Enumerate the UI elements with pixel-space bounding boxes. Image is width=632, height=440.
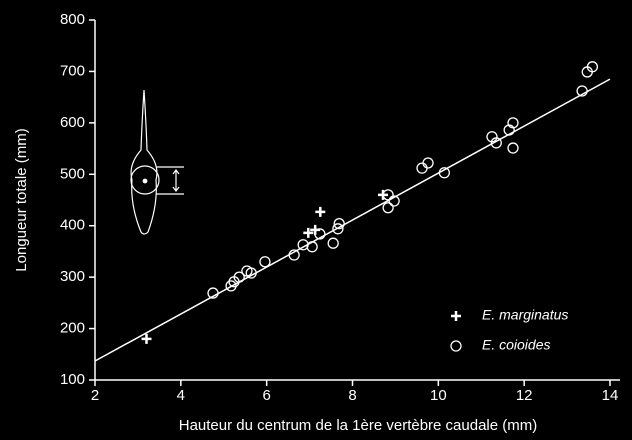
x-tick-label: 2 xyxy=(91,387,99,404)
circle-point xyxy=(382,202,394,214)
y-tick-label: 600 xyxy=(60,114,85,131)
legend-marker xyxy=(450,340,462,352)
circle-point xyxy=(207,287,219,299)
x-tick-label: 8 xyxy=(348,387,356,404)
y-tick-label: 700 xyxy=(60,62,85,79)
circle-point xyxy=(388,195,400,207)
circle-point xyxy=(327,237,339,249)
legend-label: E. coioides xyxy=(482,337,550,353)
circle-point xyxy=(245,267,257,279)
x-tick-label: 6 xyxy=(262,387,270,404)
circle-point xyxy=(332,223,344,235)
x-axis-label: Hauteur du centrum de la 1ère vertèbre c… xyxy=(179,417,538,434)
vertebra-inset xyxy=(130,89,184,235)
plus-point xyxy=(315,206,326,217)
x-tick-label: 10 xyxy=(430,387,447,404)
y-tick-label: 300 xyxy=(60,268,85,285)
circle-point xyxy=(306,241,318,253)
x-tick-label: 14 xyxy=(602,387,619,404)
fit-line xyxy=(94,78,611,362)
circle-point xyxy=(438,167,450,179)
circle-point xyxy=(422,157,434,169)
plus-point xyxy=(303,227,314,238)
y-axis-label: Longueur totale (mm) xyxy=(13,128,30,271)
circle-point xyxy=(259,256,271,268)
circle-point xyxy=(416,162,428,174)
circle-point xyxy=(288,249,300,261)
legend-marker xyxy=(451,311,461,321)
y-tick-label: 200 xyxy=(60,320,85,337)
y-tick-label: 800 xyxy=(60,11,85,28)
y-tick-label: 400 xyxy=(60,217,85,234)
circle-point xyxy=(490,137,502,149)
plus-point xyxy=(141,333,152,344)
y-tick-label: 500 xyxy=(60,165,85,182)
circle-point xyxy=(314,228,326,240)
y-tick-label: 100 xyxy=(60,371,85,388)
circle-point xyxy=(586,61,599,73)
circle-point xyxy=(507,117,519,129)
circle-point xyxy=(333,218,345,230)
circle-point xyxy=(233,271,245,283)
circle-point xyxy=(576,85,588,97)
legend-label: E. marginatus xyxy=(482,307,568,323)
x-tick-label: 12 xyxy=(516,387,533,404)
x-tick-label: 4 xyxy=(177,387,185,404)
circle-point xyxy=(507,142,519,154)
circle-point xyxy=(382,189,394,201)
